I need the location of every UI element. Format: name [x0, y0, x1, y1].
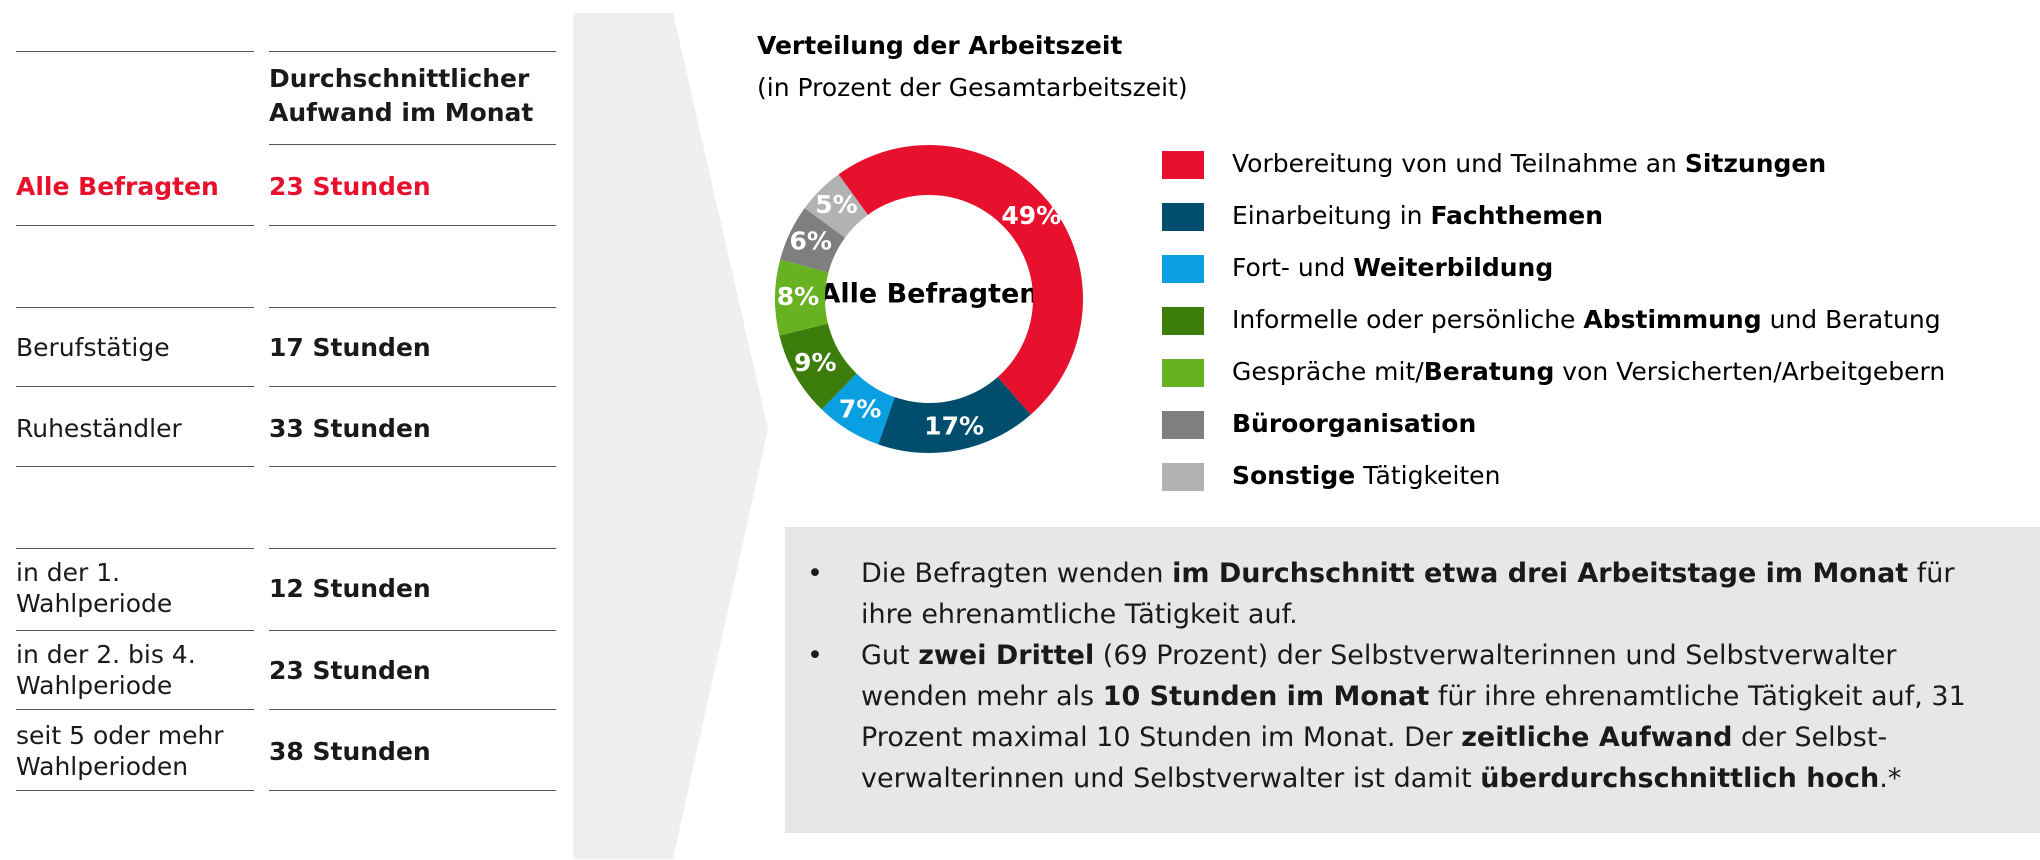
rule	[269, 466, 556, 467]
rule	[16, 630, 254, 631]
legend-swatch	[1162, 359, 1204, 387]
bullet: Die Befragten wenden im Durchschnitt etw…	[807, 553, 2010, 635]
donut-segment	[779, 323, 857, 410]
value-label: 9%	[794, 348, 836, 377]
donut-segment	[821, 373, 895, 445]
legend-swatch	[1162, 151, 1204, 179]
legend-text: Tätigkeiten	[1355, 461, 1500, 490]
legend-swatch	[1162, 411, 1204, 439]
row-label: seit 5 oder mehr Wahlperioden	[16, 721, 224, 781]
rule	[269, 307, 556, 308]
table-header: Durchschnittlicher Aufwand im Monat	[269, 64, 534, 127]
rule	[16, 466, 254, 467]
donut-segment	[775, 259, 829, 336]
rule	[269, 630, 556, 631]
legend-label: Sonstige Tätigkeiten	[1232, 461, 1500, 490]
rule	[16, 307, 254, 308]
legend-text: Gespräche mit/	[1232, 357, 1424, 386]
rule	[16, 790, 254, 791]
rule	[269, 144, 556, 145]
legend-text: Vorbereitung von und Teilnahme an	[1232, 149, 1685, 178]
bullet-text: zeitliche Aufwand	[1461, 722, 1733, 753]
chart-title: Verteilung der Arbeitszeit	[757, 31, 1122, 60]
row-value: 33 Stunden	[269, 413, 431, 443]
bullet-text: überdurchschnittlich hoch	[1480, 763, 1880, 794]
bullet-text: Gut	[861, 640, 919, 671]
chart-subtitle: (in Prozent der Gesamtarbeitszeit)	[757, 73, 1188, 102]
bullet-text: im Durchschnitt etwa drei Arbeitstage im…	[1172, 558, 1909, 589]
legend-text: Büroorganisation	[1232, 409, 1476, 438]
row-value: 23 Stunden	[269, 171, 431, 201]
legend-text: Sitzungen	[1685, 149, 1826, 178]
rule	[269, 709, 556, 710]
legend-text: Fachthemen	[1430, 201, 1603, 230]
legend-label: Informelle oder persönliche Abstimmung u…	[1232, 305, 1941, 334]
row-label: Ruheständler	[16, 413, 182, 443]
donut-center-label: Alle Befragten	[819, 279, 1038, 310]
legend-text: und Beratung	[1762, 305, 1941, 334]
bullet-text: (69 Prozent) der Selbstverwalterinnen un…	[861, 640, 1897, 712]
rule	[16, 386, 254, 387]
legend-label: Einarbeitung in Fachthemen	[1232, 201, 1603, 230]
donut-segment	[838, 145, 1083, 415]
legend-text: Beratung	[1424, 357, 1555, 386]
bullet-box: Die Befragten wenden im Durchschnitt etw…	[785, 527, 2040, 833]
rule	[16, 225, 254, 226]
legend-text: Einarbeitung in	[1232, 201, 1430, 230]
value-label: 49%	[1001, 201, 1061, 230]
legend-text: von Versicherten/Arbeitgebern	[1554, 357, 1945, 386]
value-label: 8%	[777, 282, 819, 311]
row-value: 12 Stunden	[269, 573, 431, 603]
row-value: 23 Stunden	[269, 655, 431, 685]
row-label: in der 2. bis 4. Wahlperiode	[16, 640, 196, 700]
legend-label: Gespräche mit/Beratung von Versicherten/…	[1232, 357, 1945, 386]
legend-text: Sonstige	[1232, 461, 1355, 490]
rule	[269, 386, 556, 387]
legend-label: Büroorganisation	[1232, 409, 1476, 438]
bullet-text: 10 Stunden im Monat	[1102, 681, 1430, 712]
rule	[269, 790, 556, 791]
legend-swatch	[1162, 307, 1204, 335]
legend-text: Informelle oder persönliche	[1232, 305, 1583, 334]
bullet-text: .*	[1879, 763, 1902, 794]
value-label: 5%	[815, 190, 857, 219]
legend-text: Weiterbildung	[1353, 253, 1553, 282]
row-value: 17 Stunden	[269, 332, 431, 362]
donut-segment	[804, 174, 868, 238]
row-label: Berufstätige	[16, 332, 170, 362]
bullet-text: Die Befragten wenden	[861, 558, 1173, 589]
rule	[269, 225, 556, 226]
bullet-text: für ihre ehrenamtliche Tätigkeit auf, 31…	[861, 681, 1966, 753]
row-label: Alle Befragten	[16, 171, 219, 201]
legend-label: Vorbereitung von und Teilnahme an Sitzun…	[1232, 149, 1826, 178]
legend-text: Fort- und	[1232, 253, 1353, 282]
legend-text: Abstimmung	[1583, 305, 1761, 334]
legend-swatch	[1162, 463, 1204, 491]
row-value: 38 Stunden	[269, 736, 431, 766]
rule	[269, 51, 556, 52]
rule	[269, 548, 556, 549]
value-label: 7%	[839, 394, 881, 423]
legend-swatch	[1162, 255, 1204, 283]
value-label: 6%	[790, 227, 832, 256]
rule	[16, 51, 254, 52]
donut-segment	[780, 208, 846, 273]
bullet-text: der Selbst-verwalterinnen und Selbstverw…	[861, 722, 1888, 794]
row-label: in der 1. Wahlperiode	[16, 558, 173, 618]
bullet-text: zwei Drittel	[918, 640, 1095, 671]
value-label: 17%	[924, 412, 984, 441]
rule	[16, 709, 254, 710]
legend-swatch	[1162, 203, 1204, 231]
donut-segment	[878, 377, 1031, 453]
rule	[16, 548, 254, 549]
bullet: Gut zwei Drittel (69 Prozent) der Selbst…	[807, 635, 2010, 799]
bullet-text: für ihre ehrenamtliche Tätigkeit auf.	[861, 558, 1955, 630]
legend-label: Fort- und Weiterbildung	[1232, 253, 1553, 282]
arrow-panel	[573, 13, 768, 859]
